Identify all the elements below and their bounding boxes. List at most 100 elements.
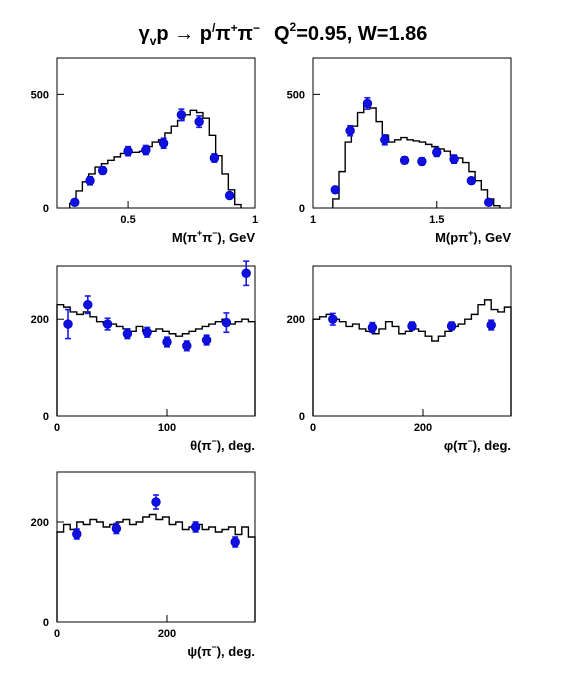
chart-panel-3: 0 100 0 200 θ(π−), deg. bbox=[31, 260, 256, 453]
title-pi-2: π bbox=[238, 23, 253, 45]
y-tick-label: 0 bbox=[299, 203, 305, 215]
title-q: Q bbox=[274, 23, 290, 45]
data-point bbox=[362, 98, 373, 109]
data-point bbox=[123, 146, 133, 156]
title-pi-1-sup: + bbox=[231, 21, 238, 35]
data-point bbox=[190, 522, 201, 532]
histogram-line bbox=[56, 513, 256, 622]
x-axis-label: ψ(π−), deg. bbox=[187, 642, 255, 659]
y-tick-label: 200 bbox=[287, 314, 305, 326]
data-point bbox=[85, 176, 95, 186]
data-point bbox=[449, 154, 459, 164]
title-pi-2-sup: − bbox=[253, 21, 260, 35]
data-point bbox=[158, 138, 169, 148]
x-tick-label: 1.5 bbox=[429, 214, 444, 226]
chart-panel-2: 1 1.5 0 500 M(pπ+), GeV bbox=[287, 57, 512, 245]
data-point bbox=[367, 322, 378, 333]
title-q-sup: 2 bbox=[290, 20, 297, 34]
data-point bbox=[221, 317, 232, 328]
data-point bbox=[182, 341, 192, 351]
y-tick-label: 0 bbox=[43, 203, 49, 215]
data-point bbox=[484, 197, 494, 208]
plot-frame bbox=[56, 57, 256, 209]
x-tick-label: 0.5 bbox=[120, 214, 135, 226]
data-point bbox=[230, 537, 240, 547]
data-point bbox=[201, 335, 212, 345]
x-axis-label-part: ), deg. bbox=[473, 438, 511, 453]
data-point bbox=[97, 165, 108, 176]
data-point bbox=[83, 300, 93, 310]
histogram-line bbox=[56, 304, 256, 416]
data-point bbox=[176, 110, 187, 120]
data-point bbox=[224, 190, 235, 201]
x-axis-label-part: ), deg. bbox=[217, 644, 255, 659]
y-tick-label: 500 bbox=[287, 89, 305, 101]
data-point bbox=[399, 155, 410, 165]
y-tick-label: 0 bbox=[43, 411, 49, 423]
x-axis-label: θ(π−), deg. bbox=[190, 436, 255, 453]
data-point bbox=[142, 327, 152, 337]
x-axis-label-part: − bbox=[212, 228, 217, 238]
data-point bbox=[241, 268, 251, 278]
x-axis-label-part: ), deg. bbox=[217, 438, 255, 453]
x-axis-label-part: π bbox=[202, 230, 212, 245]
data-point bbox=[209, 153, 220, 163]
data-point bbox=[102, 319, 113, 329]
x-tick-label: 0 bbox=[54, 628, 60, 640]
x-tick-label: 0 bbox=[54, 422, 60, 434]
figure-title: γvp → p/π+π− Q2=0.95, W=1.86 bbox=[139, 20, 428, 48]
x-axis-label-part: ψ(π bbox=[187, 644, 211, 659]
x-axis-label-part: θ(π bbox=[190, 438, 211, 453]
x-axis-label-part: − bbox=[467, 436, 472, 446]
data-point bbox=[417, 156, 427, 167]
x-axis-label: M(pπ+), GeV bbox=[435, 228, 511, 245]
data-point bbox=[162, 337, 172, 347]
title-prime: / bbox=[212, 21, 216, 35]
x-axis-label-part: φ(π bbox=[444, 438, 468, 453]
plot-frame bbox=[312, 57, 512, 209]
chart-panel-5: 0 200 0 200 ψ(π−), deg. bbox=[31, 471, 256, 659]
y-tick-label: 500 bbox=[31, 89, 49, 101]
x-tick-label: 100 bbox=[158, 422, 176, 434]
x-axis-label-part: M(π bbox=[172, 230, 197, 245]
x-axis-label-part: − bbox=[211, 436, 216, 446]
data-point bbox=[141, 145, 151, 155]
y-tick-label: 200 bbox=[31, 314, 49, 326]
data-point bbox=[432, 147, 442, 158]
x-axis-label-part: M(pπ bbox=[435, 230, 468, 245]
x-axis-label: M(π+π−), GeV bbox=[172, 228, 256, 245]
data-point bbox=[63, 319, 73, 329]
x-tick-label: 1 bbox=[252, 214, 258, 226]
data-point bbox=[151, 497, 161, 507]
chart-panel-4: 0 200 0 200 φ(π−), deg. bbox=[287, 265, 512, 453]
y-tick-label: 0 bbox=[43, 617, 49, 629]
title-pi-1: π bbox=[215, 23, 230, 45]
x-tick-label: 200 bbox=[414, 422, 432, 434]
x-tick-label: 0 bbox=[310, 422, 316, 434]
x-tick-label: 1 bbox=[310, 214, 316, 226]
x-axis-label-part: ), GeV bbox=[217, 230, 255, 245]
title-reaction: p → p bbox=[156, 23, 212, 45]
x-axis-label-part: ), GeV bbox=[473, 230, 511, 245]
histogram-line bbox=[332, 102, 501, 208]
x-axis-label-part: + bbox=[197, 228, 202, 238]
data-point bbox=[466, 176, 477, 186]
data-point bbox=[345, 126, 355, 136]
plot-frame bbox=[56, 265, 256, 417]
x-axis-label-part: − bbox=[211, 642, 216, 652]
data-point bbox=[407, 321, 417, 331]
histogram-line bbox=[68, 109, 242, 208]
x-axis-label: φ(π−), deg. bbox=[444, 436, 511, 453]
chart-panel-1: 0.5 1 0 500 M(π+π−), GeV bbox=[31, 57, 258, 245]
x-axis-label-part: + bbox=[468, 228, 473, 238]
title-gamma: γ bbox=[139, 23, 151, 45]
data-point bbox=[328, 314, 338, 324]
data-point bbox=[72, 529, 82, 539]
histogram-line bbox=[312, 299, 512, 416]
x-tick-label: 200 bbox=[158, 628, 176, 640]
title-gamma-sub: v bbox=[150, 34, 157, 48]
title-kinematics: =0.95, W=1.86 bbox=[296, 23, 427, 45]
data-point bbox=[330, 185, 340, 195]
